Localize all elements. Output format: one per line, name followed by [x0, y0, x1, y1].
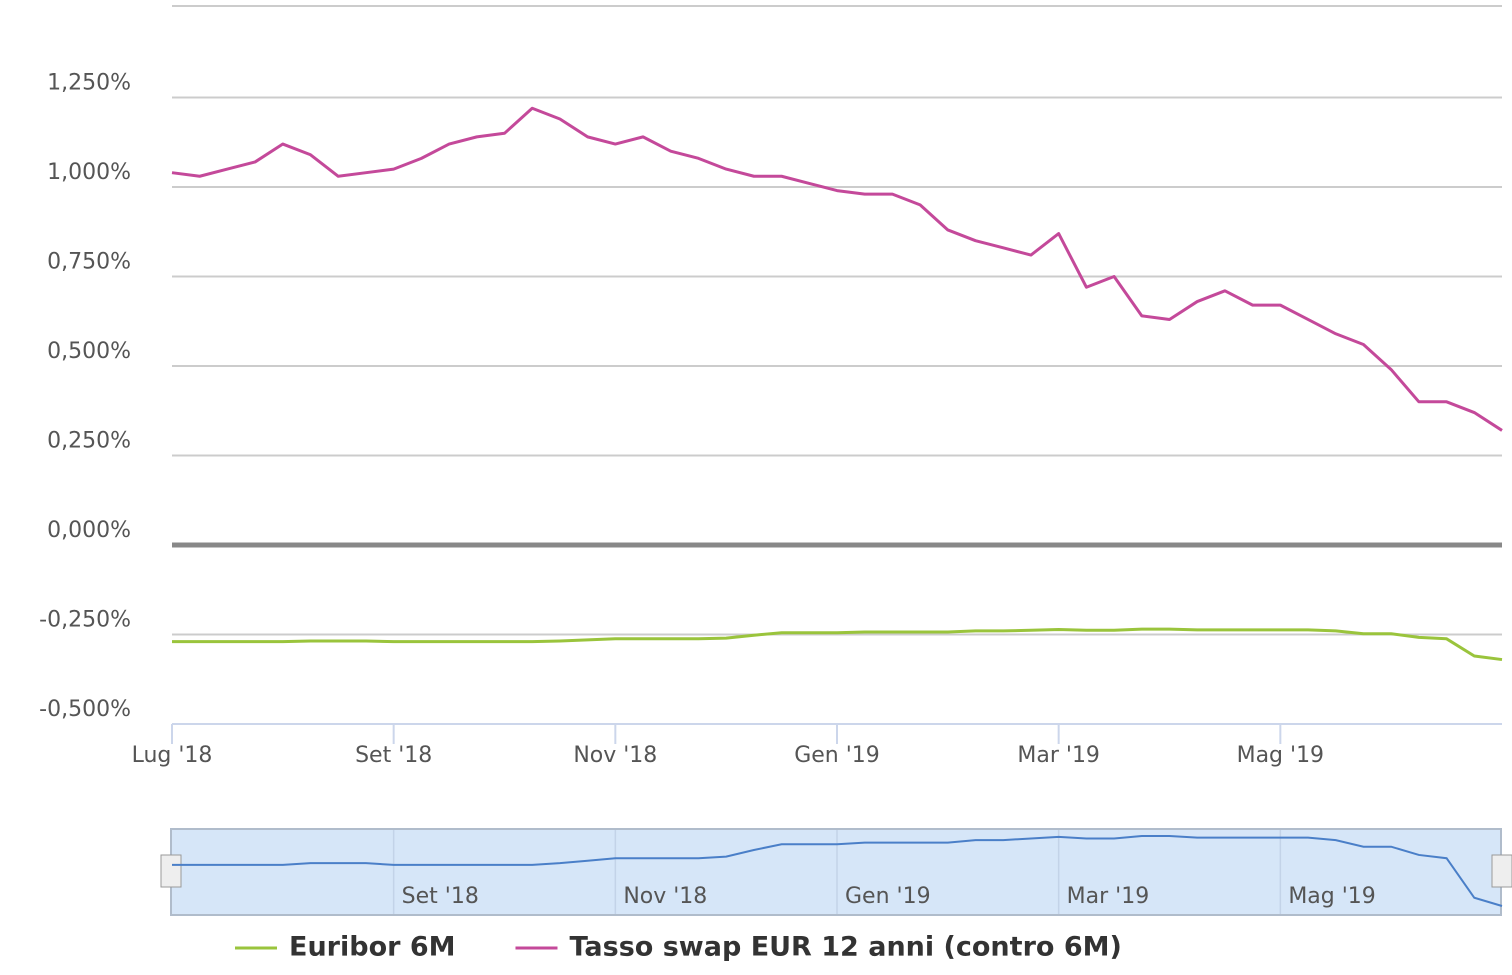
y-tick-label: 0,750% — [47, 250, 131, 275]
navigator-handle[interactable] — [160, 854, 182, 888]
y-tick-label: -0,500% — [39, 697, 131, 722]
x-tick-label: Nov '18 — [573, 743, 657, 768]
x-tick-label: Lug '18 — [132, 743, 213, 768]
legend-label: Tasso swap EUR 12 anni (contro 6M) — [569, 932, 1121, 963]
legend-label: Euribor 6M — [289, 932, 455, 963]
x-tick-label: Set '18 — [355, 743, 432, 768]
series-line — [171, 106, 1503, 432]
y-tick-label: 1,250% — [47, 71, 131, 96]
x-tick-label: Mar '19 — [1017, 743, 1100, 768]
y-tick-label: 0,000% — [47, 518, 131, 543]
navigator-label: Mar '19 — [1067, 884, 1150, 909]
navigator-label: Set '18 — [402, 884, 479, 909]
series-line — [172, 627, 1503, 662]
y-tick-label: 0,250% — [47, 429, 131, 454]
navigator-label: Gen '19 — [845, 884, 931, 909]
x-tick-label: Gen '19 — [794, 743, 880, 768]
y-tick-label: 0,500% — [47, 339, 131, 364]
navigator-handle[interactable] — [1491, 854, 1512, 888]
y-tick-label: 1,000% — [47, 160, 131, 185]
x-tick-label: Mag '19 — [1237, 743, 1324, 768]
navigator-label: Nov '18 — [623, 884, 707, 909]
navigator-label: Mag '19 — [1288, 884, 1375, 909]
y-tick-label: -0,250% — [39, 608, 131, 633]
navigator-line — [172, 835, 1503, 907]
